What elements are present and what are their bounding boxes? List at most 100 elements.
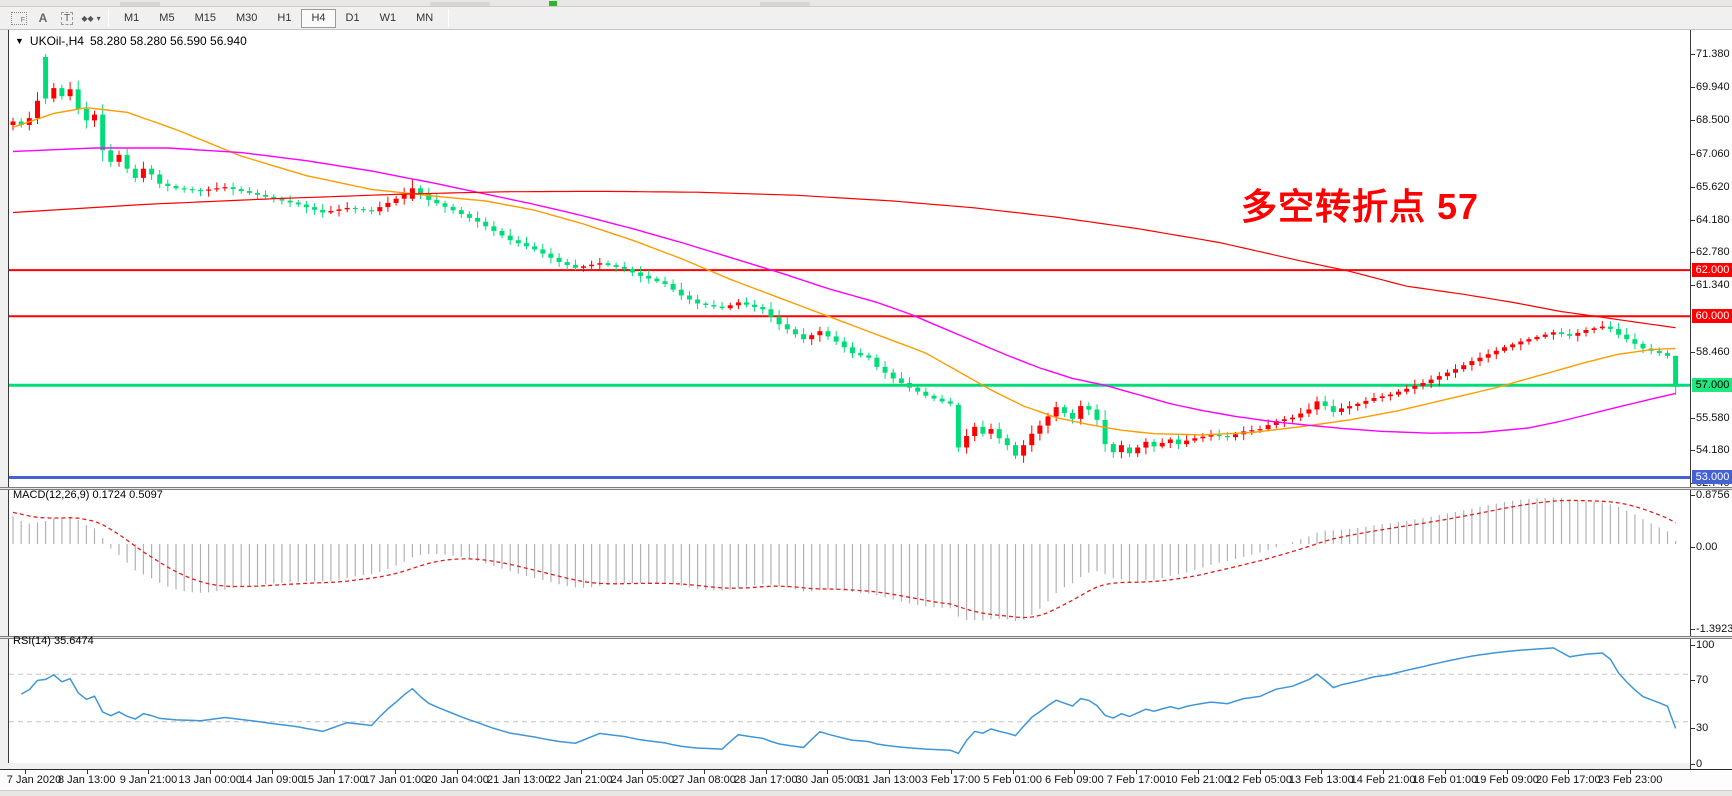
- toolbar: F A T ◆◆ ▾ M1 M5 M15 M30 H1 H4 D1 W1 MN: [0, 7, 1732, 30]
- axis-tick: [1691, 727, 1695, 729]
- macd-axis-label: -1.3923: [1696, 623, 1732, 636]
- timeframe-button-m30[interactable]: M30: [226, 9, 267, 28]
- axis-tick: [1691, 120, 1695, 122]
- rsi-chart[interactable]: [9, 633, 1690, 763]
- time-tick: [950, 770, 952, 774]
- price-label: 58.460: [1696, 345, 1730, 358]
- axis-tick: [1691, 87, 1695, 89]
- rsi-label: RSI(14) 35.6474: [13, 635, 94, 647]
- macd-panel[interactable]: MACD(12,26,9) 0.1724 0.5097: [8, 487, 1690, 633]
- timeframe-button-m1[interactable]: M1: [114, 9, 149, 28]
- macd-axis-label: 0.8756: [1696, 489, 1730, 502]
- candlestick-chart[interactable]: [9, 30, 1690, 487]
- axis-tick: [1691, 644, 1695, 646]
- timeframe-button-h1[interactable]: H1: [267, 9, 301, 28]
- axis-tick: [1691, 153, 1695, 155]
- time-tick: [271, 770, 273, 774]
- grid-f-glyph: F: [11, 11, 27, 25]
- chart-left-gutter: [0, 30, 8, 790]
- timeframe-button-m5[interactable]: M5: [149, 9, 184, 28]
- timeframe-button-m15[interactable]: M15: [185, 9, 226, 28]
- price-line-badge: 57.000: [1692, 378, 1732, 393]
- price-label: 62.780: [1696, 246, 1730, 259]
- time-tick: [1074, 770, 1076, 774]
- time-label: 15 Jan 17:00: [301, 774, 366, 786]
- time-tick: [210, 770, 212, 774]
- time-label: 23 Feb 23:00: [1597, 774, 1663, 786]
- time-label: 21 Jan 13:00: [487, 774, 551, 786]
- axis-tick: [1691, 680, 1695, 682]
- axis-tick: [1691, 547, 1695, 548]
- connection-indicator: [549, 1, 557, 6]
- timeframe-button-w1[interactable]: W1: [370, 9, 407, 28]
- time-label: 17 Jan 01:00: [363, 774, 428, 786]
- axis-tick: [1691, 186, 1695, 188]
- time-tick: [333, 770, 335, 774]
- rsi-panel[interactable]: RSI(14) 35.6474: [8, 633, 1690, 763]
- time-label: 6 Feb 09:00: [1045, 774, 1104, 786]
- main-price-panel[interactable]: ▼ UKOil-,H4 58.280 58.280 56.590 56.940 …: [8, 30, 1690, 487]
- timeframe-button-d1[interactable]: D1: [336, 9, 370, 28]
- time-tick: [1012, 770, 1014, 774]
- time-tick: [704, 770, 706, 774]
- symbol-dropdown-icon[interactable]: ▼: [15, 36, 24, 46]
- toolbar-separator: [108, 9, 109, 27]
- panel-divider[interactable]: [0, 636, 1732, 639]
- annotation-text: 多空转折点 57: [1241, 186, 1480, 227]
- diamonds-glyph: ◆◆: [81, 13, 94, 23]
- macd-axis-label: 0.00: [1696, 541, 1718, 553]
- price-label: 69.940: [1696, 81, 1730, 94]
- time-label: 31 Jan 13:00: [857, 774, 922, 786]
- axis-tick: [1691, 219, 1695, 221]
- toolbar-separator: [448, 9, 450, 27]
- time-label: 7 Jan 2020: [6, 774, 62, 786]
- time-tick: [1197, 770, 1199, 774]
- time-tick: [1259, 770, 1261, 774]
- time-tick: [827, 770, 829, 774]
- panel-divider[interactable]: [0, 487, 1732, 490]
- time-label: 13 Jan 00:00: [178, 774, 242, 786]
- time-label: 14 Feb 21:00: [1350, 774, 1416, 786]
- hidden-toolbar-button: [120, 2, 160, 6]
- time-tick: [765, 770, 767, 774]
- time-label: 27 Jan 08:00: [672, 774, 736, 786]
- time-label: 5 Feb 01:00: [983, 774, 1043, 786]
- rsi-axis-label: 0: [1696, 757, 1703, 770]
- time-label: 10 Feb 21:00: [1165, 774, 1231, 786]
- time-label: 7 Feb 17:00: [1106, 774, 1166, 786]
- time-label: 18 Feb 01:00: [1412, 774, 1478, 786]
- time-tick: [1444, 770, 1446, 774]
- window-top-edge: [0, 0, 1732, 7]
- price-label: 64.180: [1696, 213, 1730, 226]
- timeframe-button-h4[interactable]: H4: [301, 8, 336, 28]
- axis-tick: [1691, 418, 1695, 420]
- text-label-icon[interactable]: T: [56, 9, 78, 28]
- text-icon[interactable]: A: [32, 9, 54, 28]
- time-label: 9 Jan 21:00: [119, 774, 178, 786]
- time-tick: [1321, 770, 1323, 774]
- time-axis[interactable]: 7 Jan 2020 8 Jan 13:00 9 Jan 21:00 13 Jan 0…: [0, 769, 1732, 790]
- axis-tick: [1691, 252, 1695, 254]
- grid-period-icon[interactable]: F: [8, 9, 30, 28]
- axis-tick: [1691, 763, 1695, 765]
- axis-tick: [1691, 629, 1695, 631]
- axis-tick: [1691, 54, 1695, 55]
- time-label: 24 Jan 05:00: [610, 774, 675, 786]
- shapes-icon[interactable]: ◆◆ ▾: [80, 9, 102, 28]
- macd-chart[interactable]: [9, 487, 1690, 633]
- chart-area: ▼ UKOil-,H4 58.280 58.280 56.590 56.940 …: [8, 30, 1690, 763]
- timeframe-bar: M1 M5 M15 M30 H1 H4 D1 W1 MN: [114, 8, 443, 28]
- timeframe-button-mn[interactable]: MN: [406, 9, 443, 28]
- time-tick: [86, 770, 88, 774]
- price-axis[interactable]: 71.380 69.940 68.500 67.060 65.620 64.180 62.7…: [1690, 30, 1732, 770]
- price-label: 65.620: [1696, 180, 1730, 193]
- price-label: 61.340: [1696, 279, 1730, 292]
- time-label: 20 Feb 17:00: [1535, 774, 1601, 786]
- time-tick: [25, 770, 26, 774]
- price-label: 55.580: [1696, 412, 1730, 425]
- time-label: 13 Feb 13:00: [1288, 774, 1354, 786]
- time-tick: [1506, 770, 1508, 774]
- hidden-toolbar-button: [430, 2, 490, 6]
- hidden-toolbar-button: [760, 2, 810, 6]
